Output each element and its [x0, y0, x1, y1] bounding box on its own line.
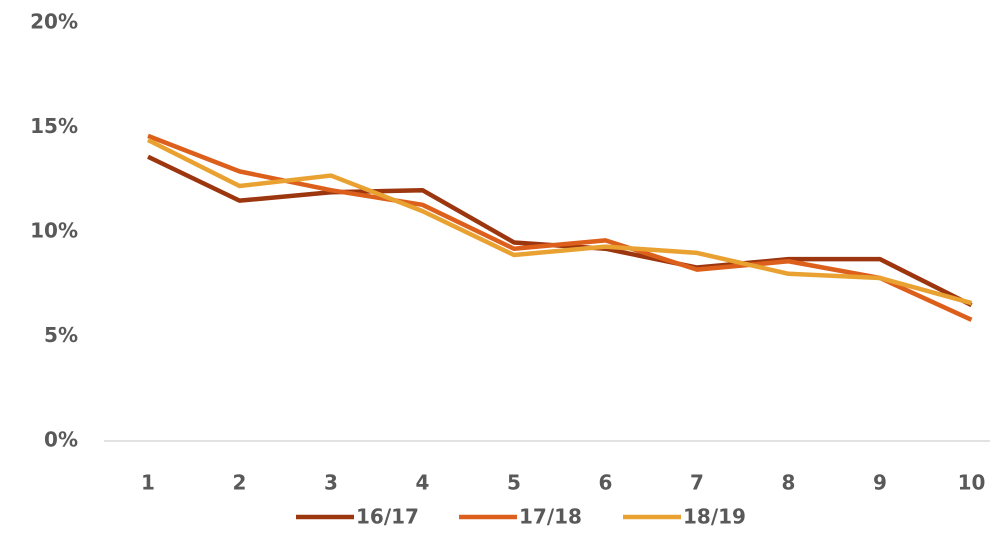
x-tick-label: 5 [507, 471, 521, 495]
legend-label: 16/17 [356, 505, 419, 529]
legend-label: 17/18 [519, 505, 582, 529]
y-tick-label: 10% [30, 219, 78, 243]
y-tick-label: 15% [30, 114, 78, 138]
x-tick-label: 3 [324, 471, 338, 495]
y-tick-label: 0% [44, 428, 78, 452]
line-series [147, 133, 973, 322]
x-tick-label: 1 [141, 471, 155, 495]
y-tick-label: 20% [30, 10, 78, 34]
x-tick-label: 8 [782, 471, 796, 495]
x-tick-label: 7 [690, 471, 704, 495]
x-tick-label: 9 [873, 471, 887, 495]
x-tick-label: 4 [416, 471, 430, 495]
y-tick-label: 5% [44, 323, 78, 347]
x-tick-label: 10 [958, 471, 986, 495]
x-tick-label: 6 [599, 471, 613, 495]
line-series [146, 138, 973, 306]
x-tick-label: 2 [233, 471, 247, 495]
legend-label: 18/19 [683, 505, 746, 529]
